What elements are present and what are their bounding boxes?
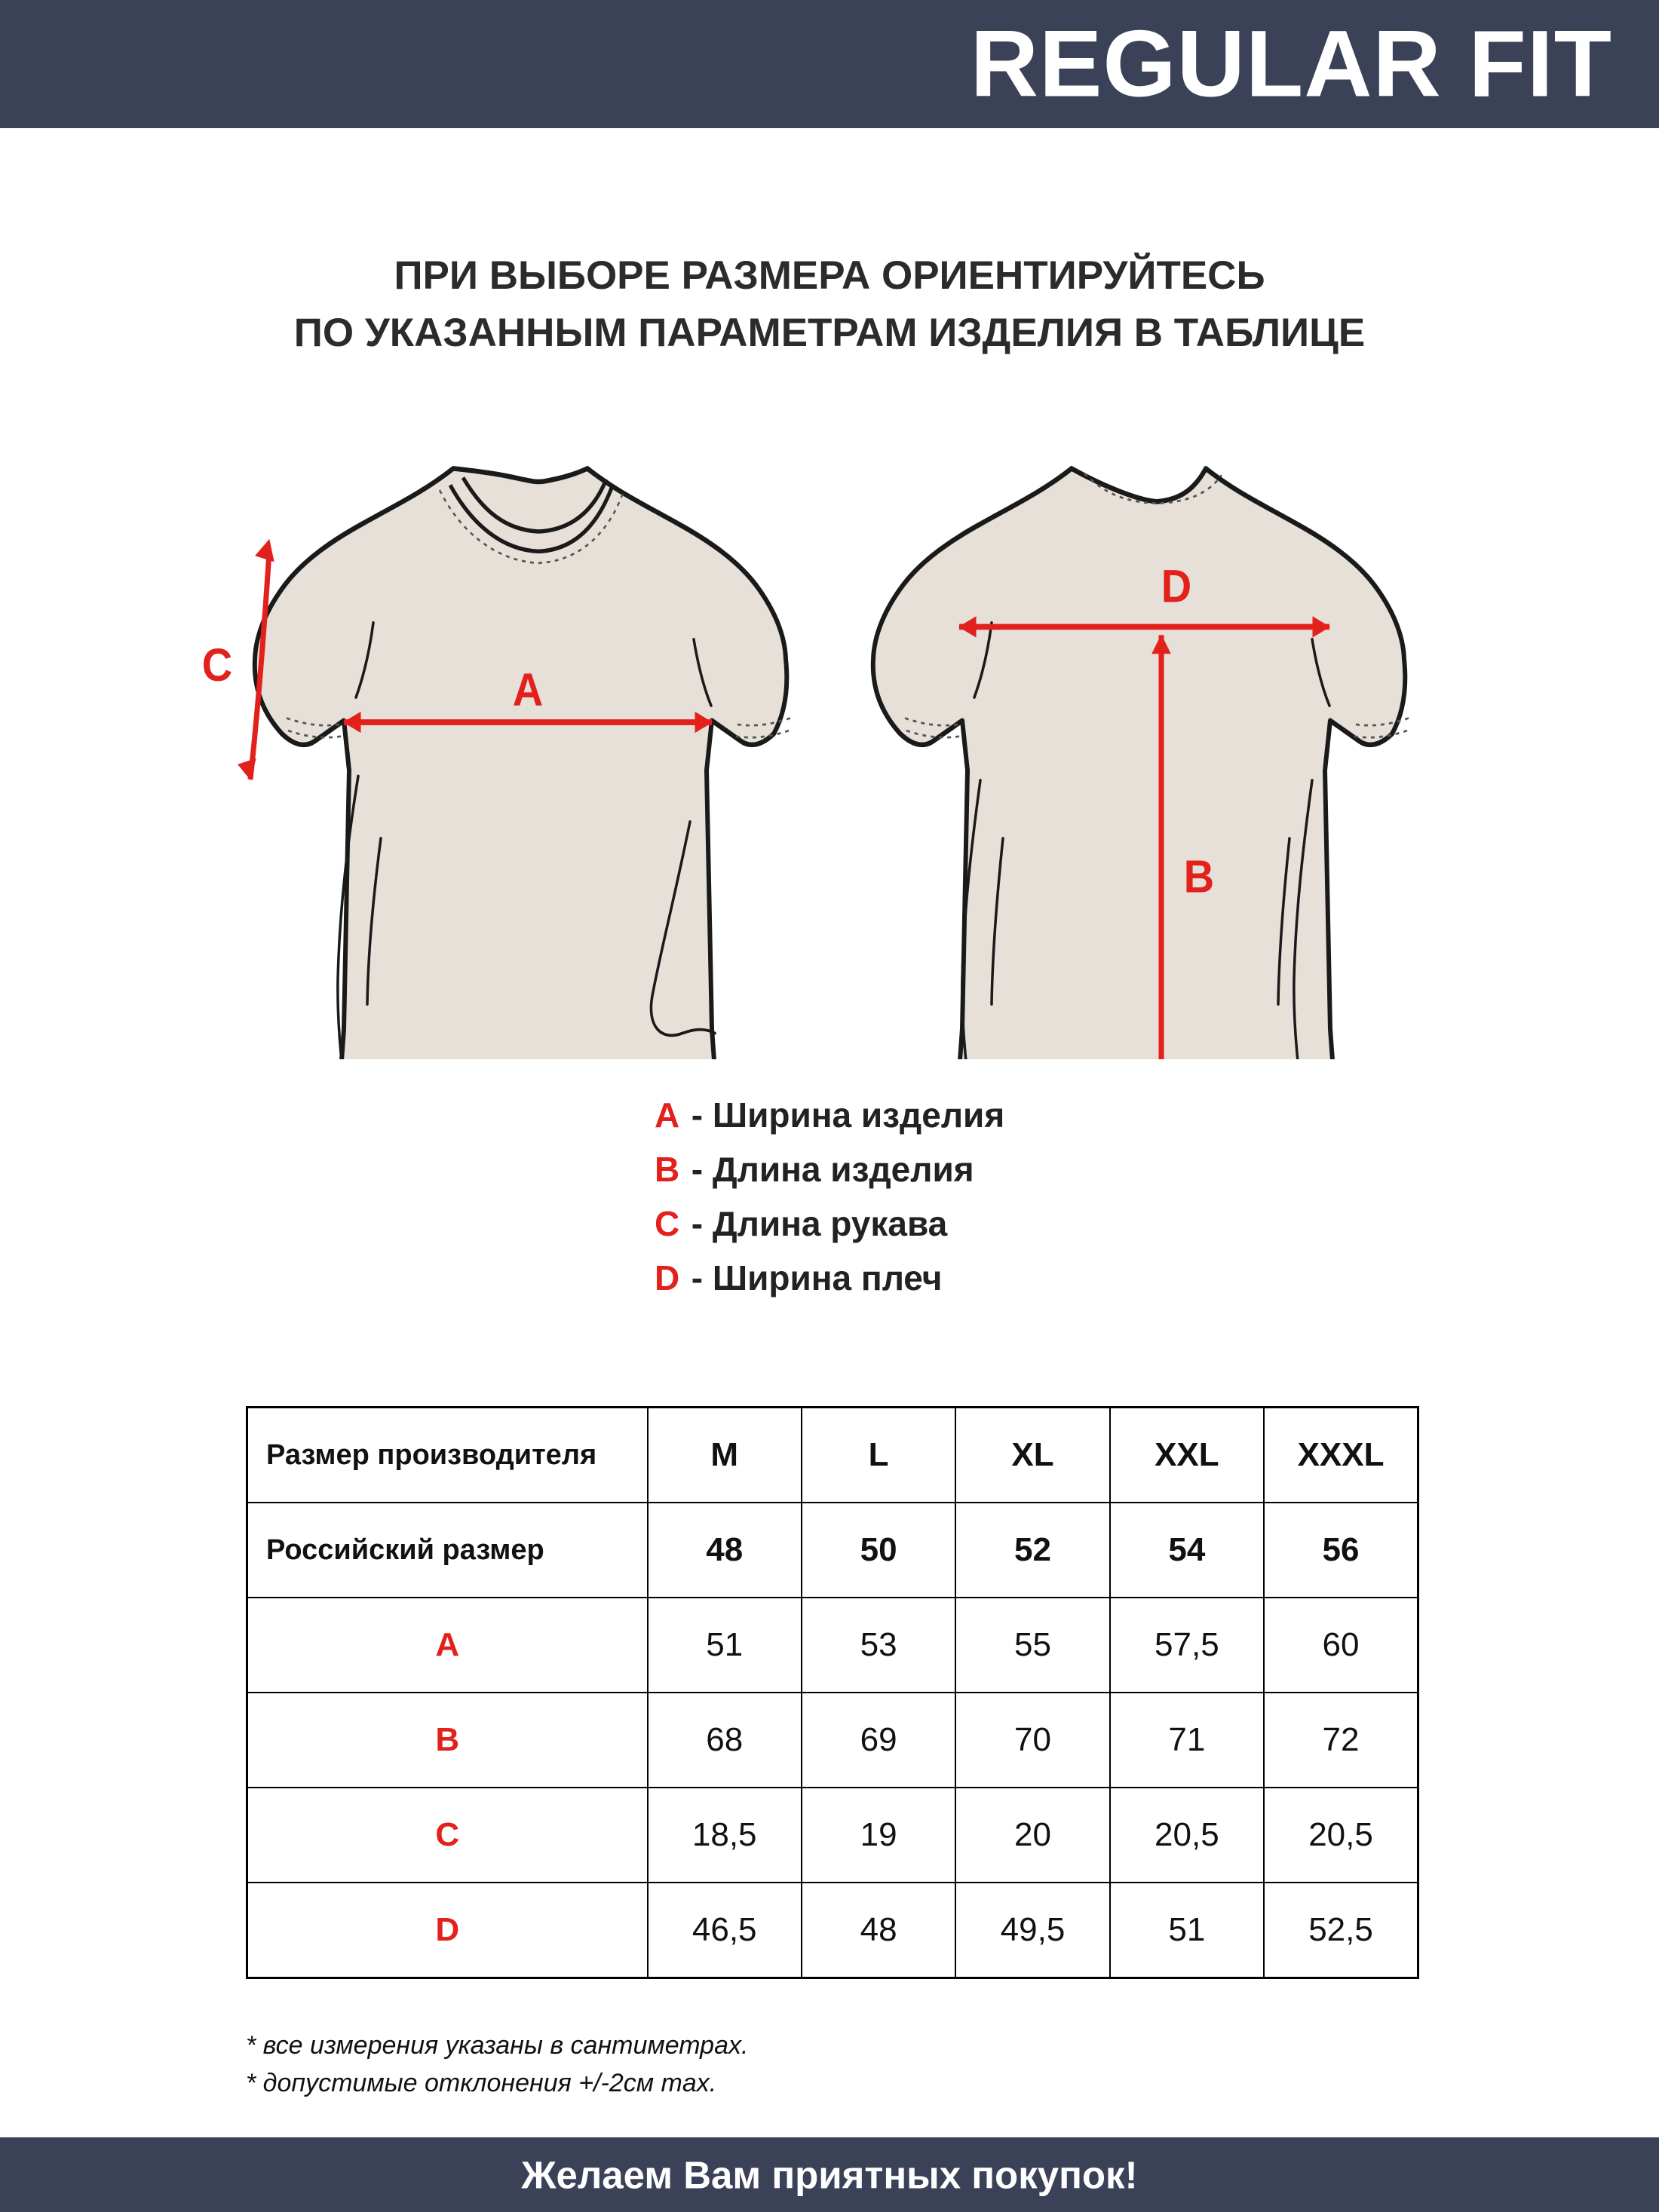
svg-text:C: C [202, 640, 232, 691]
svg-text:B: B [1184, 851, 1214, 902]
svg-text:D: D [1161, 561, 1191, 612]
svg-text:A: A [513, 665, 543, 716]
